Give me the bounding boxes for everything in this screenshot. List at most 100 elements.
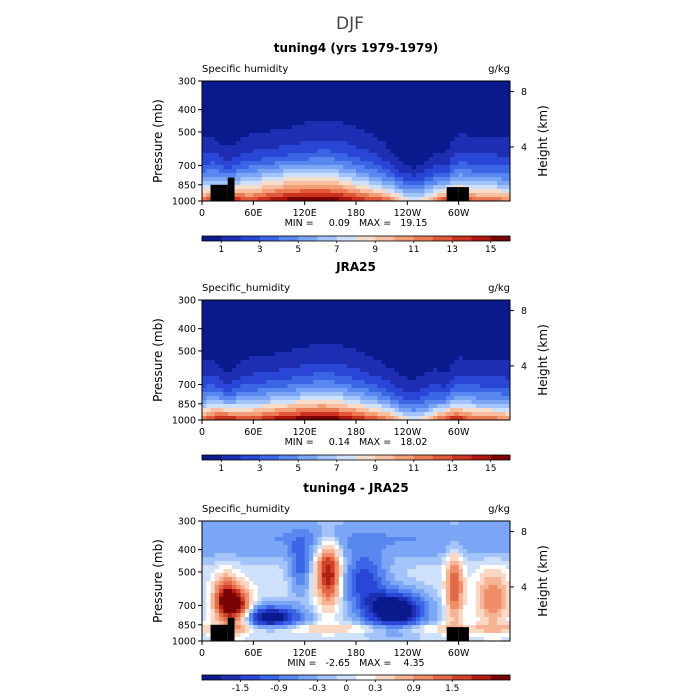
heatmap-cell xyxy=(236,541,241,546)
heatmap-cell xyxy=(407,193,413,198)
heatmap-cell xyxy=(458,125,464,130)
heatmap-cell xyxy=(492,97,498,102)
heatmap-cell xyxy=(488,396,494,401)
heatmap-cell xyxy=(249,177,254,182)
heatmap-cell xyxy=(454,312,460,317)
heatmap-cell xyxy=(364,81,370,86)
heatmap-cell xyxy=(471,304,477,309)
heatmap-cell xyxy=(368,197,374,202)
heatmap-cell xyxy=(287,300,293,305)
heatmap-cell xyxy=(377,304,383,309)
heatmap-cell xyxy=(420,308,425,313)
heatmap-cell xyxy=(249,549,254,554)
colorbar-tick-label: 3 xyxy=(257,245,263,255)
heatmap-cell xyxy=(501,537,507,542)
heatmap-cell xyxy=(368,356,374,361)
heatmap-cell xyxy=(291,384,297,389)
heatmap-cell xyxy=(223,408,229,413)
heatmap-cell xyxy=(480,529,485,534)
heatmap-cell xyxy=(505,141,511,146)
heatmap-cell xyxy=(270,521,276,526)
heatmap-cell xyxy=(433,384,438,389)
heatmap-cell xyxy=(274,404,280,409)
heatmap-cell xyxy=(437,368,442,373)
heatmap-cell xyxy=(437,153,442,158)
heatmap-cell xyxy=(373,388,378,393)
heatmap-cell xyxy=(420,364,425,369)
heatmap-cell xyxy=(505,133,511,138)
heatmap-cell xyxy=(364,541,370,546)
heatmap-cell xyxy=(313,165,318,170)
heatmap-cell xyxy=(373,161,378,166)
heatmap-cell xyxy=(274,141,280,146)
heatmap-cell xyxy=(206,149,211,154)
heatmap-cell xyxy=(450,308,455,313)
heatmap-cell xyxy=(279,304,284,309)
heatmap-cell xyxy=(253,101,259,106)
heatmap-cell xyxy=(381,85,387,90)
heatmap-cell xyxy=(390,173,395,178)
heatmap-cell xyxy=(274,376,280,381)
heatmap-cell xyxy=(219,392,224,397)
heatmap-cell xyxy=(287,344,293,349)
heatmap-cell xyxy=(390,537,395,542)
heatmap-cell xyxy=(441,364,447,369)
heatmap-cell xyxy=(433,137,438,142)
heatmap-cell xyxy=(445,376,451,381)
heatmap-cell xyxy=(471,525,477,530)
heatmap-cell xyxy=(317,320,323,325)
heatmap-cell xyxy=(283,145,288,150)
heatmap-cell xyxy=(475,169,481,174)
heatmap-cell xyxy=(334,185,340,190)
heatmap-cell xyxy=(458,336,464,341)
heatmap-cell xyxy=(484,133,490,138)
heatmap-cell xyxy=(454,529,460,534)
heatmap-cell xyxy=(270,137,276,142)
heatmap-cell xyxy=(287,356,293,361)
heatmap-cell xyxy=(236,121,241,126)
heatmap-cell xyxy=(321,161,327,166)
heatmap-cell xyxy=(206,352,211,357)
heatmap-cell xyxy=(454,125,460,130)
heatmap-cell xyxy=(415,169,421,174)
heatmap-cell xyxy=(321,416,327,421)
heatmap-cell xyxy=(300,316,306,321)
heatmap-cell xyxy=(475,113,481,118)
heatmap-cell xyxy=(223,101,229,106)
heatmap-cell xyxy=(326,308,331,313)
heatmap-cell xyxy=(475,368,481,373)
heatmap-cell xyxy=(330,137,336,142)
heatmap-cell xyxy=(279,145,284,150)
heatmap-cell xyxy=(360,129,365,134)
heatmap-cell xyxy=(249,537,254,542)
heatmap-cell xyxy=(274,300,280,305)
heatmap-cell xyxy=(253,368,259,373)
heatmap-cell xyxy=(398,113,404,118)
heatmap-cell xyxy=(424,316,430,321)
heatmap-cell xyxy=(313,416,318,421)
heatmap-cell xyxy=(364,93,370,98)
heatmap-cell xyxy=(398,197,404,202)
heatmap-cell xyxy=(458,97,464,102)
heatmap-cell xyxy=(279,320,284,325)
heatmap-cell xyxy=(343,169,348,174)
heatmap-cell xyxy=(385,529,391,534)
heatmap-cell xyxy=(283,412,288,417)
heatmap-cell xyxy=(364,85,370,90)
heatmap-cell xyxy=(411,332,417,337)
heatmap-cell xyxy=(219,368,224,373)
heatmap-cell xyxy=(296,101,301,106)
heatmap-cell xyxy=(403,364,408,369)
heatmap-cell xyxy=(471,125,477,130)
heatmap-cell xyxy=(407,525,413,530)
heatmap-cell xyxy=(202,85,207,90)
heatmap-cell xyxy=(373,145,378,150)
heatmap-cell xyxy=(467,392,472,397)
heatmap-cell xyxy=(283,169,288,174)
heatmap-cell xyxy=(261,521,267,526)
heatmap-cell xyxy=(291,356,297,361)
heatmap-cell xyxy=(411,149,417,154)
heatmap-cell xyxy=(206,81,211,86)
heatmap-cell xyxy=(360,133,365,138)
heatmap-cell xyxy=(484,304,490,309)
